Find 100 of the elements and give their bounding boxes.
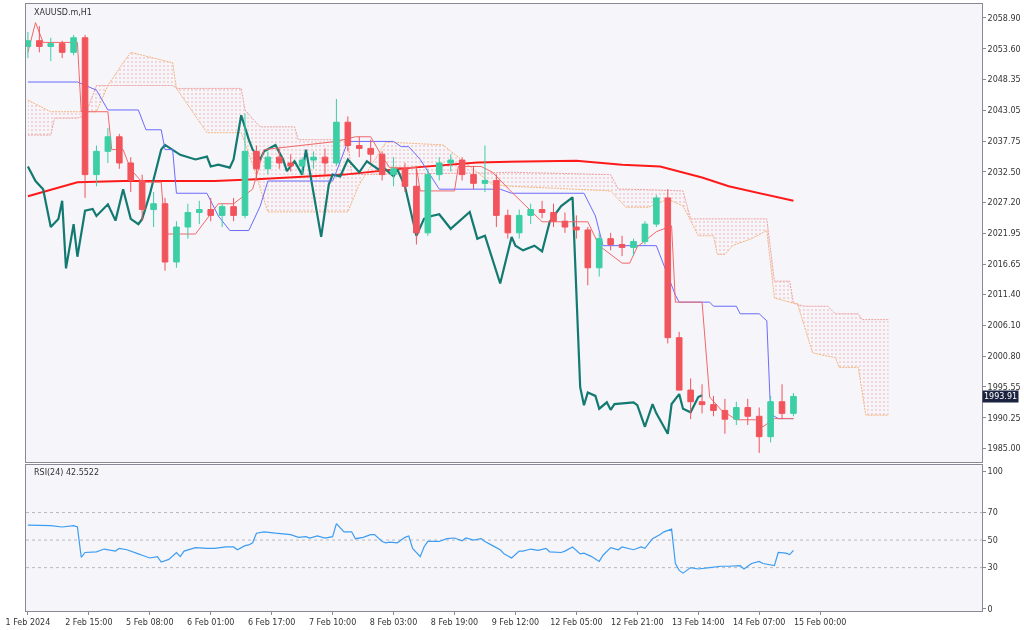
y-tick-label: 2011.40 xyxy=(987,290,1021,300)
candlestick xyxy=(81,34,89,199)
candlestick xyxy=(607,232,614,251)
candlestick xyxy=(447,153,454,173)
y-tick-label: 2016.65 xyxy=(987,259,1021,269)
candlestick xyxy=(47,37,55,62)
candlestick xyxy=(584,226,592,286)
candlestick xyxy=(36,25,43,53)
candlestick xyxy=(150,191,157,228)
candlestick xyxy=(275,147,283,170)
chart-title: RSI(24) 42.5522 xyxy=(34,468,100,477)
y-tick-label: 2053.60 xyxy=(987,44,1021,54)
candlestick xyxy=(401,162,409,193)
candlestick xyxy=(287,153,295,173)
text: XAUUSD.m,H1 xyxy=(34,8,92,17)
x-tick-label: 7 Feb 10:00 xyxy=(308,617,357,627)
y-tick-label: 2006.10 xyxy=(987,321,1021,331)
x-tick-label: 1 Feb 2024 xyxy=(5,617,51,627)
candlestick xyxy=(241,112,249,219)
candlestick xyxy=(367,139,374,164)
x-tick-label: 9 Feb 12:00 xyxy=(491,617,540,627)
candlestick xyxy=(138,174,146,222)
candlestick xyxy=(344,115,352,152)
candlestick xyxy=(390,156,397,187)
candlestick xyxy=(173,220,180,269)
candlestick xyxy=(767,395,774,443)
x-tick-label: 5 Feb 08:00 xyxy=(126,617,174,627)
candlestick xyxy=(413,168,420,245)
candlestick xyxy=(550,203,557,228)
candlestick xyxy=(435,156,443,181)
candlestick xyxy=(298,156,306,176)
line-series xyxy=(27,85,890,321)
y-tick-label: 2027.20 xyxy=(987,198,1021,208)
x-tick-label: 6 Feb 17:00 xyxy=(247,617,296,627)
candlestick xyxy=(744,398,752,426)
candlestick xyxy=(424,168,432,237)
candlestick xyxy=(196,200,203,225)
line-series xyxy=(26,114,704,435)
x-tick-label: 12 Feb 05:00 xyxy=(550,617,603,627)
candlestick xyxy=(127,156,135,193)
candlestick xyxy=(378,150,386,181)
candlestick xyxy=(755,407,763,454)
y-tick-label: 0 xyxy=(987,604,993,614)
candlestick xyxy=(470,165,477,190)
candlestick xyxy=(664,188,672,344)
y-tick-label: 50 xyxy=(987,535,998,545)
candlestick xyxy=(116,133,123,170)
candlestick xyxy=(595,232,603,278)
x-tick-label: 12 Feb 21:00 xyxy=(611,617,664,627)
y-tick-label: 100 xyxy=(987,467,1003,477)
line-series xyxy=(27,522,795,574)
y-tick-label: 2048.35 xyxy=(987,75,1021,85)
x-tick-label: 6 Feb 01:00 xyxy=(187,617,235,627)
y-tick-label: 1990.25 xyxy=(987,413,1021,423)
candlestick xyxy=(698,383,706,414)
y-tick-label: 2043.05 xyxy=(987,106,1021,116)
candlestick xyxy=(207,197,215,222)
candlestick xyxy=(230,197,237,222)
candlestick xyxy=(355,136,363,158)
y-tick-label: 30 xyxy=(987,563,998,573)
candlestick xyxy=(321,147,329,176)
line-series xyxy=(27,22,794,428)
candlestick xyxy=(778,383,786,420)
candlestick xyxy=(687,377,694,420)
y-tick-label: 2032.50 xyxy=(987,167,1021,177)
candlestick xyxy=(504,209,512,240)
candlestick xyxy=(710,395,717,417)
x-tick-label: 2 Feb 15:00 xyxy=(65,617,113,627)
candlestick xyxy=(333,98,340,167)
line-series xyxy=(26,159,795,202)
candlestick xyxy=(58,40,66,59)
candlestick xyxy=(573,214,580,240)
y-tick-label: 2037.75 xyxy=(987,136,1021,146)
candlestick xyxy=(104,127,112,164)
candlestick xyxy=(527,203,534,225)
candlestick xyxy=(264,150,272,176)
candlestick xyxy=(70,34,77,56)
candlestick xyxy=(653,194,660,228)
y-tick-label: 1995.55 xyxy=(987,382,1021,392)
candlestick xyxy=(641,220,649,245)
candlestick xyxy=(618,235,626,257)
annotation: 1993.91 xyxy=(984,392,1018,401)
candlestick xyxy=(515,209,523,240)
candlestick xyxy=(481,145,489,193)
y-tick-label: 1985.00 xyxy=(987,444,1021,454)
y-tick-label: 2021.95 xyxy=(987,228,1021,238)
candlestick xyxy=(790,392,797,417)
candlestick xyxy=(675,331,683,391)
candlestick xyxy=(538,200,546,219)
candlestick xyxy=(630,238,637,257)
y-tick-label: 2000.80 xyxy=(987,352,1021,362)
x-tick-label: 8 Feb 19:00 xyxy=(430,617,479,627)
candlestick xyxy=(161,197,169,272)
x-tick-label: 8 Feb 03:00 xyxy=(369,617,418,627)
candlestick xyxy=(26,31,32,59)
candlestick xyxy=(721,398,729,435)
candlestick xyxy=(184,203,192,240)
candlestick xyxy=(561,211,569,234)
y-tick-label: 2058.90 xyxy=(987,13,1021,23)
y-tick-label: 70 xyxy=(987,508,998,518)
